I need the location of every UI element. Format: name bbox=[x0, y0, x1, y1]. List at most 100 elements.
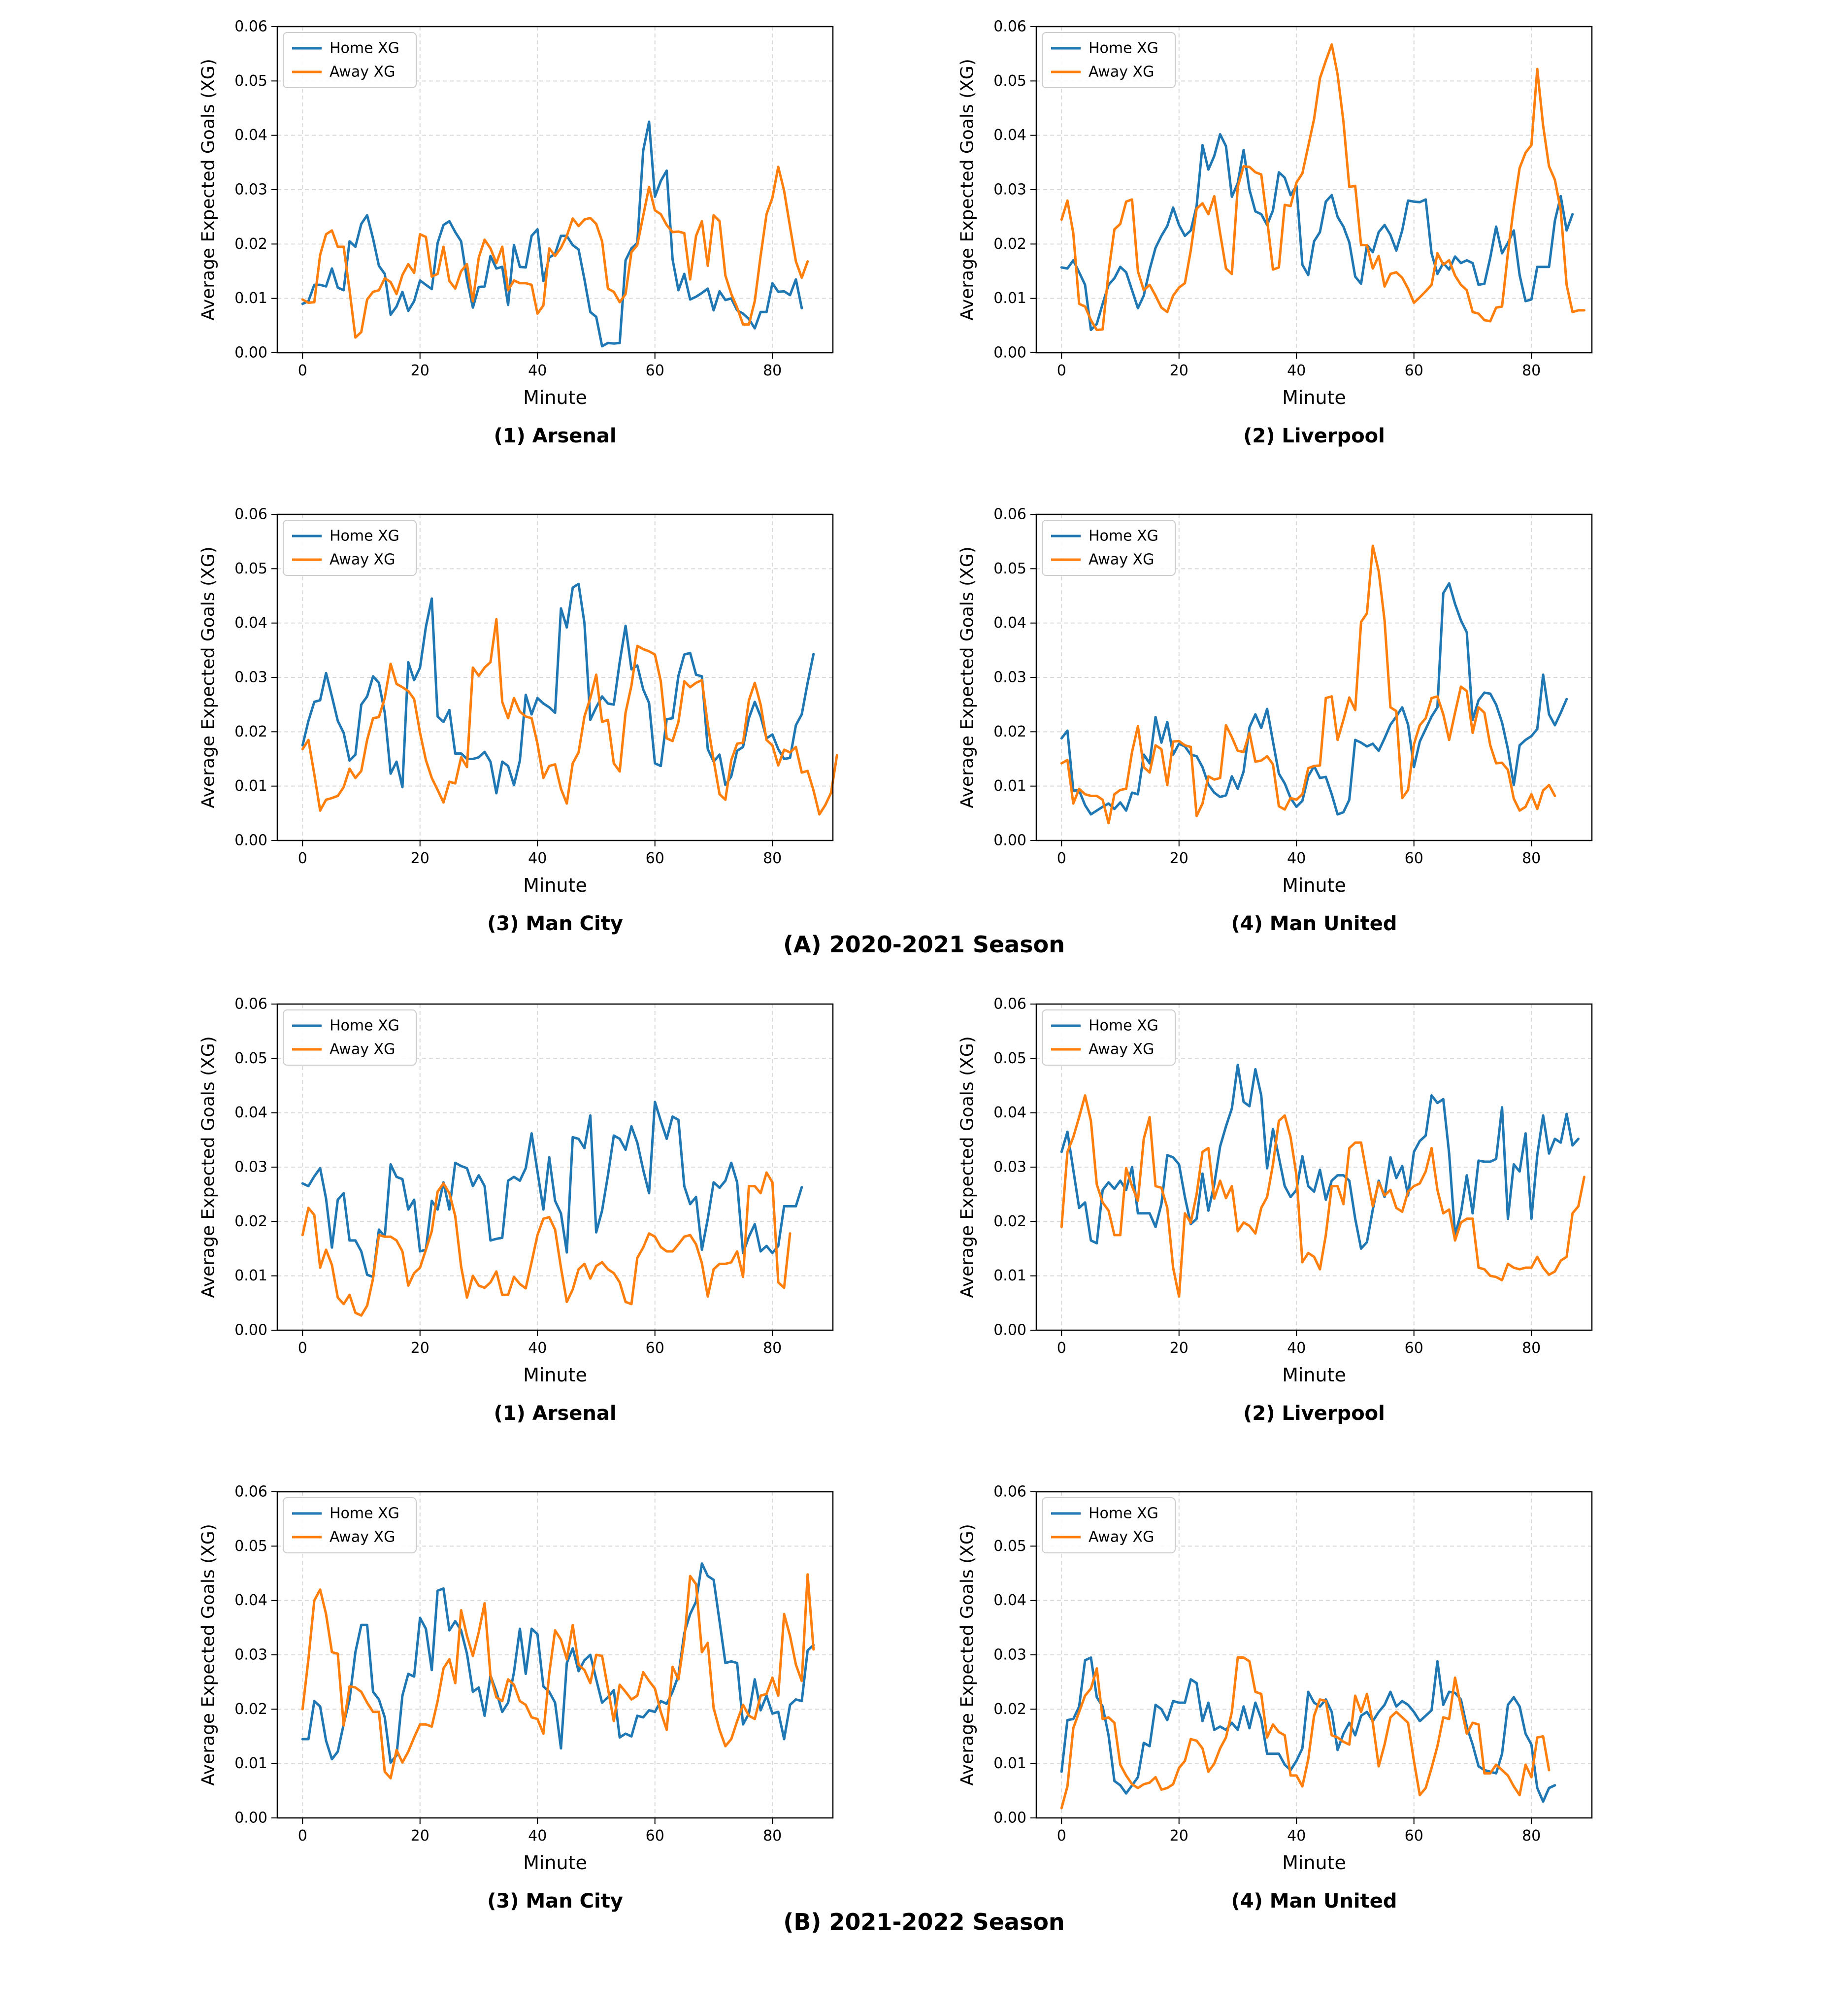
legend-box bbox=[283, 520, 417, 576]
y-tick-label: 0.05 bbox=[993, 72, 1026, 90]
chart-panel-3: 0.00 0.01 0.02 0.03 0.04 0.05 0.06 0 20 40 60 80 Min… bbox=[198, 506, 838, 935]
x-tick-label: 40 bbox=[528, 1340, 547, 1357]
x-tick-label: 80 bbox=[763, 850, 782, 867]
y-tick-label: 0.05 bbox=[993, 560, 1026, 577]
y-axis-label: Average Expected Goals (XG) bbox=[198, 546, 219, 808]
x-tick-label: 0 bbox=[1057, 1827, 1066, 1845]
x-tick-label: 40 bbox=[1287, 1340, 1306, 1357]
away-xg-line bbox=[1060, 1094, 1585, 1298]
panel-caption: (4) Man United bbox=[1231, 1890, 1397, 1913]
x-tick-label: 80 bbox=[763, 1827, 782, 1845]
x-axis-label: Minute bbox=[1282, 874, 1346, 896]
y-axis-label: Average Expected Goals (XG) bbox=[957, 546, 978, 808]
y-tick-label: 0.02 bbox=[993, 1213, 1026, 1230]
away-xg-line bbox=[301, 166, 809, 339]
home-xg-line bbox=[301, 120, 803, 348]
chart-panel-5: 0.00 0.01 0.02 0.03 0.04 0.05 0.06 0 20 40 60 80 Min… bbox=[198, 996, 834, 1425]
chart-panel-1: 0.00 0.01 0.02 0.03 0.04 0.05 0.06 0 20 40 60 80 Min… bbox=[198, 18, 834, 447]
y-tick-label: 0.04 bbox=[993, 614, 1026, 632]
y-axis-label: Average Expected Goals (XG) bbox=[198, 1524, 219, 1786]
x-tick-label: 20 bbox=[1170, 1827, 1188, 1845]
x-tick-label: 80 bbox=[763, 362, 782, 379]
y-tick-label: 0.06 bbox=[234, 1483, 267, 1501]
y-tick-label: 0.00 bbox=[234, 1322, 267, 1339]
panel-caption: (2) Liverpool bbox=[1243, 1402, 1385, 1425]
x-axis-label: Minute bbox=[1282, 1852, 1346, 1874]
legend-label: Home XG bbox=[330, 40, 399, 57]
y-tick-label: 0.01 bbox=[234, 1755, 267, 1772]
y-tick-label: 0.02 bbox=[234, 1213, 267, 1230]
home-xg-line bbox=[1060, 1656, 1556, 1803]
away-xg-line bbox=[301, 618, 838, 816]
panel-caption: (3) Man City bbox=[487, 1890, 623, 1913]
x-tick-label: 80 bbox=[1522, 1827, 1541, 1845]
x-tick-label: 60 bbox=[646, 1827, 664, 1845]
season-title-b: (B) 2021-2022 Season bbox=[783, 1909, 1064, 1935]
x-tick-label: 20 bbox=[411, 1827, 429, 1845]
y-tick-label: 0.01 bbox=[993, 777, 1026, 795]
plot-frame bbox=[1035, 1003, 1593, 1331]
y-tick-label: 0.01 bbox=[993, 1755, 1026, 1772]
x-tick-label: 80 bbox=[763, 1340, 782, 1357]
y-tick-label: 0.03 bbox=[234, 181, 267, 199]
away-xg-line bbox=[1060, 43, 1585, 332]
x-tick-label: 40 bbox=[528, 362, 547, 379]
x-tick-label: 40 bbox=[528, 1827, 547, 1845]
y-tick-label: 0.04 bbox=[234, 1592, 267, 1609]
x-tick-label: 20 bbox=[411, 1340, 429, 1357]
y-tick-label: 0.03 bbox=[234, 669, 267, 686]
y-tick-label: 0.00 bbox=[234, 1810, 267, 1827]
legend: Home XG Away XG bbox=[283, 1497, 417, 1553]
y-tick-label: 0.04 bbox=[234, 127, 267, 144]
x-tick-label: 0 bbox=[1057, 850, 1066, 867]
y-tick-label: 0.04 bbox=[234, 614, 267, 632]
y-tick-label: 0.05 bbox=[993, 1050, 1026, 1067]
x-tick-label: 20 bbox=[1170, 850, 1188, 867]
y-tick-label: 0.03 bbox=[234, 1646, 267, 1664]
y-tick-label: 0.05 bbox=[234, 1538, 267, 1555]
legend: Home XG Away XG bbox=[1042, 520, 1176, 576]
x-axis-label: Minute bbox=[523, 387, 587, 408]
x-tick-label: 60 bbox=[646, 1340, 664, 1357]
x-tick-label: 20 bbox=[411, 850, 429, 867]
x-tick-label: 0 bbox=[298, 1340, 307, 1357]
y-tick-label: 0.05 bbox=[234, 1050, 267, 1067]
y-tick-label: 0.00 bbox=[993, 344, 1026, 362]
y-tick-label: 0.01 bbox=[234, 290, 267, 307]
x-tick-label: 20 bbox=[1170, 1340, 1188, 1357]
y-tick-label: 0.04 bbox=[993, 127, 1026, 144]
y-tick-label: 0.00 bbox=[993, 1322, 1026, 1339]
y-tick-label: 0.03 bbox=[993, 181, 1026, 199]
y-axis-label: Average Expected Goals (XG) bbox=[198, 1036, 219, 1298]
y-tick-label: 0.01 bbox=[993, 290, 1026, 307]
x-tick-label: 0 bbox=[298, 362, 307, 379]
y-tick-label: 0.05 bbox=[234, 72, 267, 90]
x-tick-label: 0 bbox=[298, 850, 307, 867]
y-tick-label: 0.02 bbox=[234, 235, 267, 253]
y-tick-label: 0.00 bbox=[993, 832, 1026, 849]
legend: Home XG Away XG bbox=[283, 32, 417, 88]
legend: Home XG Away XG bbox=[283, 520, 417, 576]
x-tick-label: 40 bbox=[1287, 362, 1306, 379]
legend: Home XG Away XG bbox=[1042, 32, 1176, 88]
x-axis-label: Minute bbox=[1282, 387, 1346, 408]
legend-label: Home XG bbox=[1089, 528, 1158, 545]
legend-label: Away XG bbox=[330, 1529, 395, 1546]
legend-label: Home XG bbox=[1089, 40, 1158, 57]
x-tick-label: 0 bbox=[298, 1827, 307, 1845]
y-tick-label: 0.03 bbox=[993, 1646, 1026, 1664]
legend-label: Home XG bbox=[1089, 1505, 1158, 1522]
x-tick-label: 60 bbox=[646, 850, 664, 867]
plot-frame bbox=[276, 1491, 834, 1819]
y-axis-label: Average Expected Goals (XG) bbox=[957, 59, 978, 321]
y-tick-label: 0.04 bbox=[993, 1592, 1026, 1609]
y-tick-label: 0.06 bbox=[993, 996, 1026, 1013]
panel-caption: (3) Man City bbox=[487, 912, 623, 935]
away-xg-line bbox=[301, 1573, 815, 1779]
legend-label: Away XG bbox=[1089, 1041, 1154, 1058]
x-tick-label: 40 bbox=[528, 850, 547, 867]
chart-panel-6: 0.00 0.01 0.02 0.03 0.04 0.05 0.06 0 20 40 60 80 Min… bbox=[957, 996, 1593, 1425]
legend: Home XG Away XG bbox=[1042, 1497, 1176, 1553]
y-tick-label: 0.02 bbox=[993, 1701, 1026, 1718]
x-axis-label: Minute bbox=[523, 1852, 587, 1874]
